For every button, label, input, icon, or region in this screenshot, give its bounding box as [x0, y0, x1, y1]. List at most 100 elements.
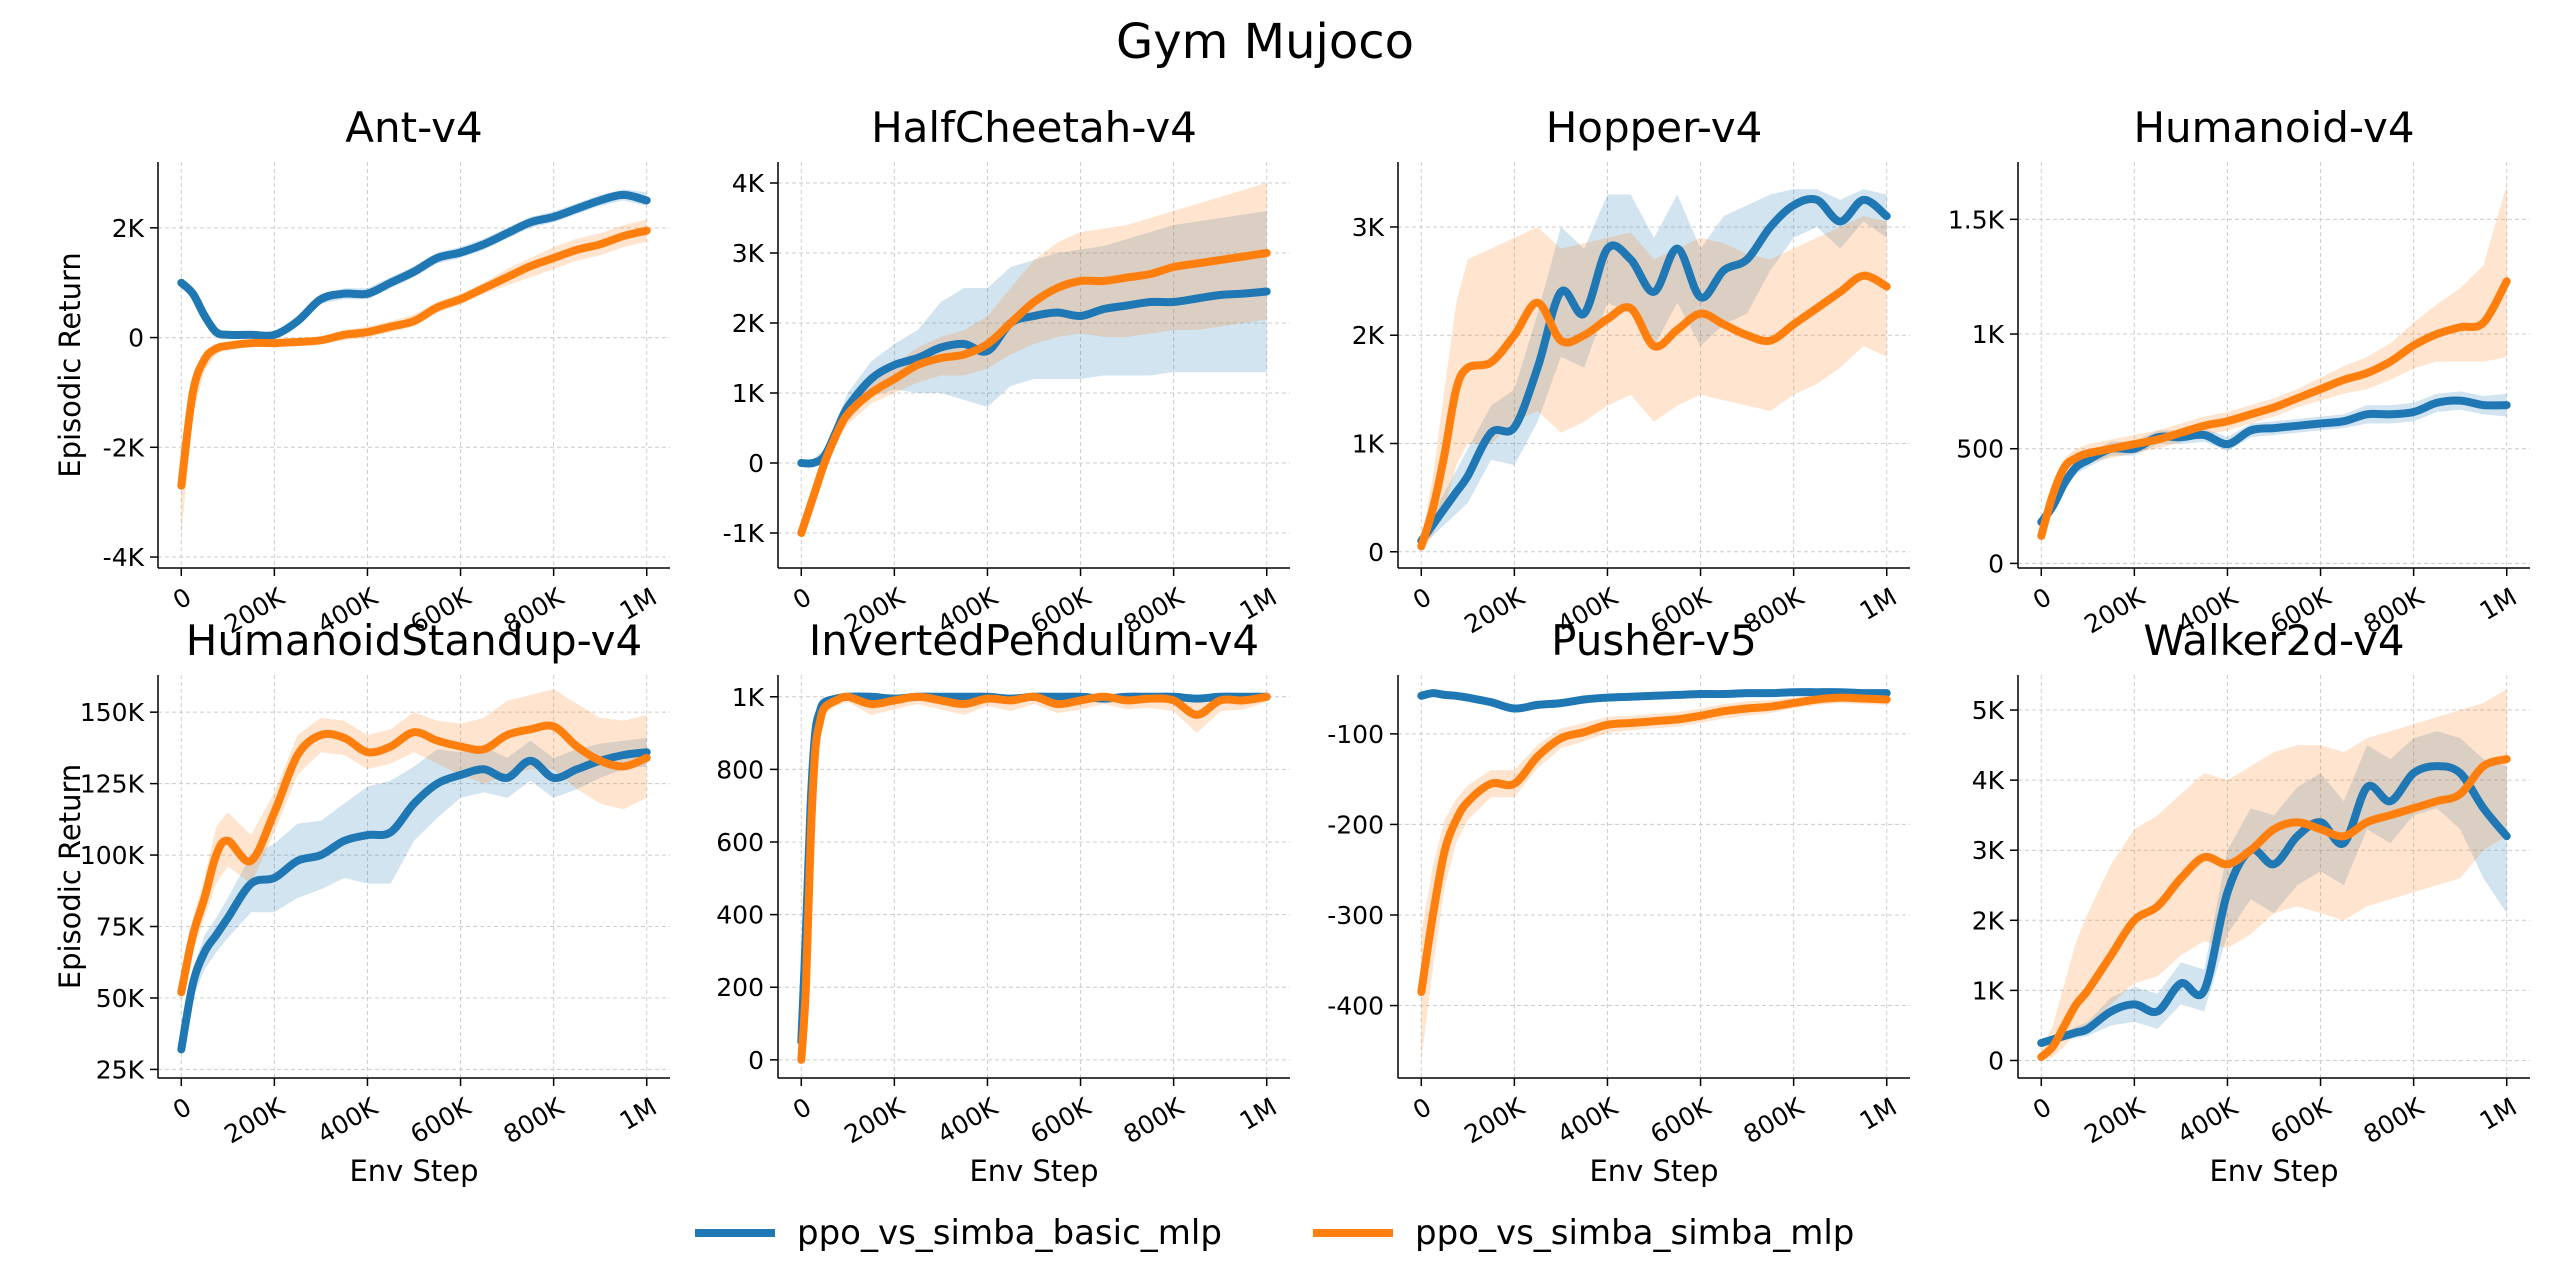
- series-line-1: [177, 721, 651, 997]
- y-tick-label: 0: [1368, 538, 1384, 567]
- x-tick-label: 0: [2028, 582, 2056, 615]
- x-tick-label: 600K: [406, 1092, 477, 1149]
- y-tick-label: 150K: [80, 698, 145, 727]
- y-tick-label: 2K: [1352, 321, 1385, 350]
- x-tick-label: 200K: [2079, 582, 2150, 639]
- series-line-1: [797, 692, 1271, 1064]
- y-tick-label: 600: [716, 828, 764, 857]
- band-1: [181, 219, 647, 536]
- subplot-title: Pusher-v5: [1551, 616, 1757, 665]
- y-tick-label: 3K: [1972, 836, 2005, 865]
- x-tick-label: 0: [788, 582, 816, 615]
- y-tick-label: 1K: [1972, 320, 2005, 349]
- series-line-1: [797, 249, 1271, 537]
- subplot-title: InvertedPendulum-v4: [809, 616, 1259, 665]
- y-tick-label: -4K: [103, 543, 145, 572]
- y-tick-label: 0: [748, 449, 764, 478]
- x-tick-label: 800K: [1739, 1092, 1810, 1149]
- x-tick-label: 1M: [2475, 1092, 2522, 1136]
- x-tick-label: 200K: [1459, 1092, 1530, 1149]
- y-tick-label: 500: [1956, 435, 2004, 464]
- series-line-1: [2037, 277, 2511, 540]
- subplot-title: Humanoid-v4: [2133, 103, 2414, 152]
- band-1: [801, 696, 1267, 1060]
- series-line-0: [1417, 688, 1891, 713]
- y-tick-label: 0: [748, 1046, 764, 1075]
- x-tick-label: 800K: [499, 1092, 570, 1149]
- y-tick-label: -300: [1327, 901, 1384, 930]
- x-tick-label: 400K: [1552, 1092, 1623, 1149]
- y-tick-label: 50K: [96, 984, 145, 1013]
- y-axis-label: Episodic Return: [53, 764, 87, 990]
- series-line-0: [177, 748, 651, 1054]
- y-tick-label: 2K: [1972, 906, 2005, 935]
- subplot-5: 0 200 400 600 800 1K 0 200K 400K 600K 800K 1M Invert…: [716, 616, 1290, 1188]
- x-tick-label: 600K: [2266, 1092, 2337, 1149]
- x-tick-label: 1M: [1855, 1092, 1902, 1136]
- x-tick-label: 1M: [615, 1092, 662, 1136]
- band-1: [181, 689, 647, 1001]
- y-tick-label: 0: [128, 324, 144, 353]
- x-tick-label: 0: [168, 582, 196, 615]
- x-axis-label: Env Step: [2209, 1154, 2338, 1188]
- subplot-grid: -4K -2K 0 2K 0 200K 400K 600K 800K 1M Ant-v4 Episod…: [53, 103, 2530, 1188]
- x-tick-label: 800K: [1119, 1092, 1190, 1149]
- y-tick-label: 100K: [80, 841, 145, 870]
- legend: ppo_vs_simba_basic_mlp ppo_vs_simba_simba…: [695, 1213, 1854, 1253]
- figure-title: Gym Mujoco: [1116, 14, 1414, 70]
- y-tick-label: 3K: [1352, 213, 1385, 242]
- x-tick-label: 1M: [1855, 582, 1902, 626]
- band-0: [2041, 731, 2507, 1047]
- y-tick-label: 75K: [96, 913, 145, 942]
- x-tick-label: 0: [168, 1092, 196, 1125]
- x-tick-label: 400K: [932, 1092, 1003, 1149]
- y-tick-label: 1K: [1352, 429, 1385, 458]
- y-tick-label: 1K: [732, 683, 765, 712]
- subplot-6: -400 -300 -200 -100 0 200K 400K 600K 800K 1M Pushe…: [1327, 616, 1910, 1188]
- y-tick-label: 4K: [1972, 766, 2005, 795]
- x-tick-label: 400K: [2172, 1092, 2243, 1149]
- band-1: [1421, 692, 1887, 1060]
- legend-label-1: ppo_vs_simba_simba_mlp: [1415, 1213, 1854, 1253]
- x-tick-label: 200K: [839, 1092, 910, 1149]
- x-tick-label: 600K: [1026, 1092, 1097, 1149]
- x-axis-label: Env Step: [969, 1154, 1098, 1188]
- subplot-4: 25K 50K 75K 100K 125K 150K 0 200K 400K 600K 800K 1M…: [53, 616, 670, 1188]
- series-line-1: [2037, 755, 2511, 1061]
- x-axis-label: Env Step: [349, 1154, 478, 1188]
- subplot-title: Ant-v4: [345, 103, 482, 152]
- y-tick-label: -1K: [723, 519, 765, 548]
- series-line-0: [1417, 194, 1891, 545]
- series-line-0: [177, 190, 651, 340]
- y-tick-label: -200: [1327, 810, 1384, 839]
- x-tick-label: 400K: [312, 1092, 383, 1149]
- y-tick-label: 200: [716, 973, 764, 1002]
- y-tick-label: -2K: [103, 433, 145, 462]
- y-tick-label: 3K: [732, 239, 765, 268]
- x-tick-label: 0: [1408, 1092, 1436, 1125]
- subplot-title: HumanoidStandup-v4: [186, 616, 643, 665]
- y-tick-label: -100: [1327, 720, 1384, 749]
- y-tick-label: 400: [716, 901, 764, 930]
- x-tick-label: 0: [1408, 582, 1436, 615]
- series-line-0: [797, 692, 1271, 1046]
- x-axis-label: Env Step: [1589, 1154, 1718, 1188]
- subplot-7: 0 1K 2K 3K 4K 5K 0 200K 400K 600K 800K 1M Walker2d-v…: [1972, 616, 2530, 1188]
- y-tick-label: 125K: [80, 770, 145, 799]
- y-tick-label: 25K: [96, 1055, 145, 1084]
- x-tick-label: 0: [2028, 1092, 2056, 1125]
- y-tick-label: 2K: [732, 309, 765, 338]
- y-tick-label: 0: [1988, 1046, 2004, 1075]
- y-tick-label: -400: [1327, 992, 1384, 1021]
- y-axis-label: Episodic Return: [53, 252, 87, 478]
- x-tick-label: 1M: [1235, 1092, 1282, 1136]
- series-line-1: [1417, 693, 1891, 996]
- band-1: [2041, 184, 2507, 543]
- legend-label-0: ppo_vs_simba_basic_mlp: [797, 1213, 1222, 1253]
- y-tick-label: 4K: [732, 169, 765, 198]
- band-0: [2041, 391, 2507, 529]
